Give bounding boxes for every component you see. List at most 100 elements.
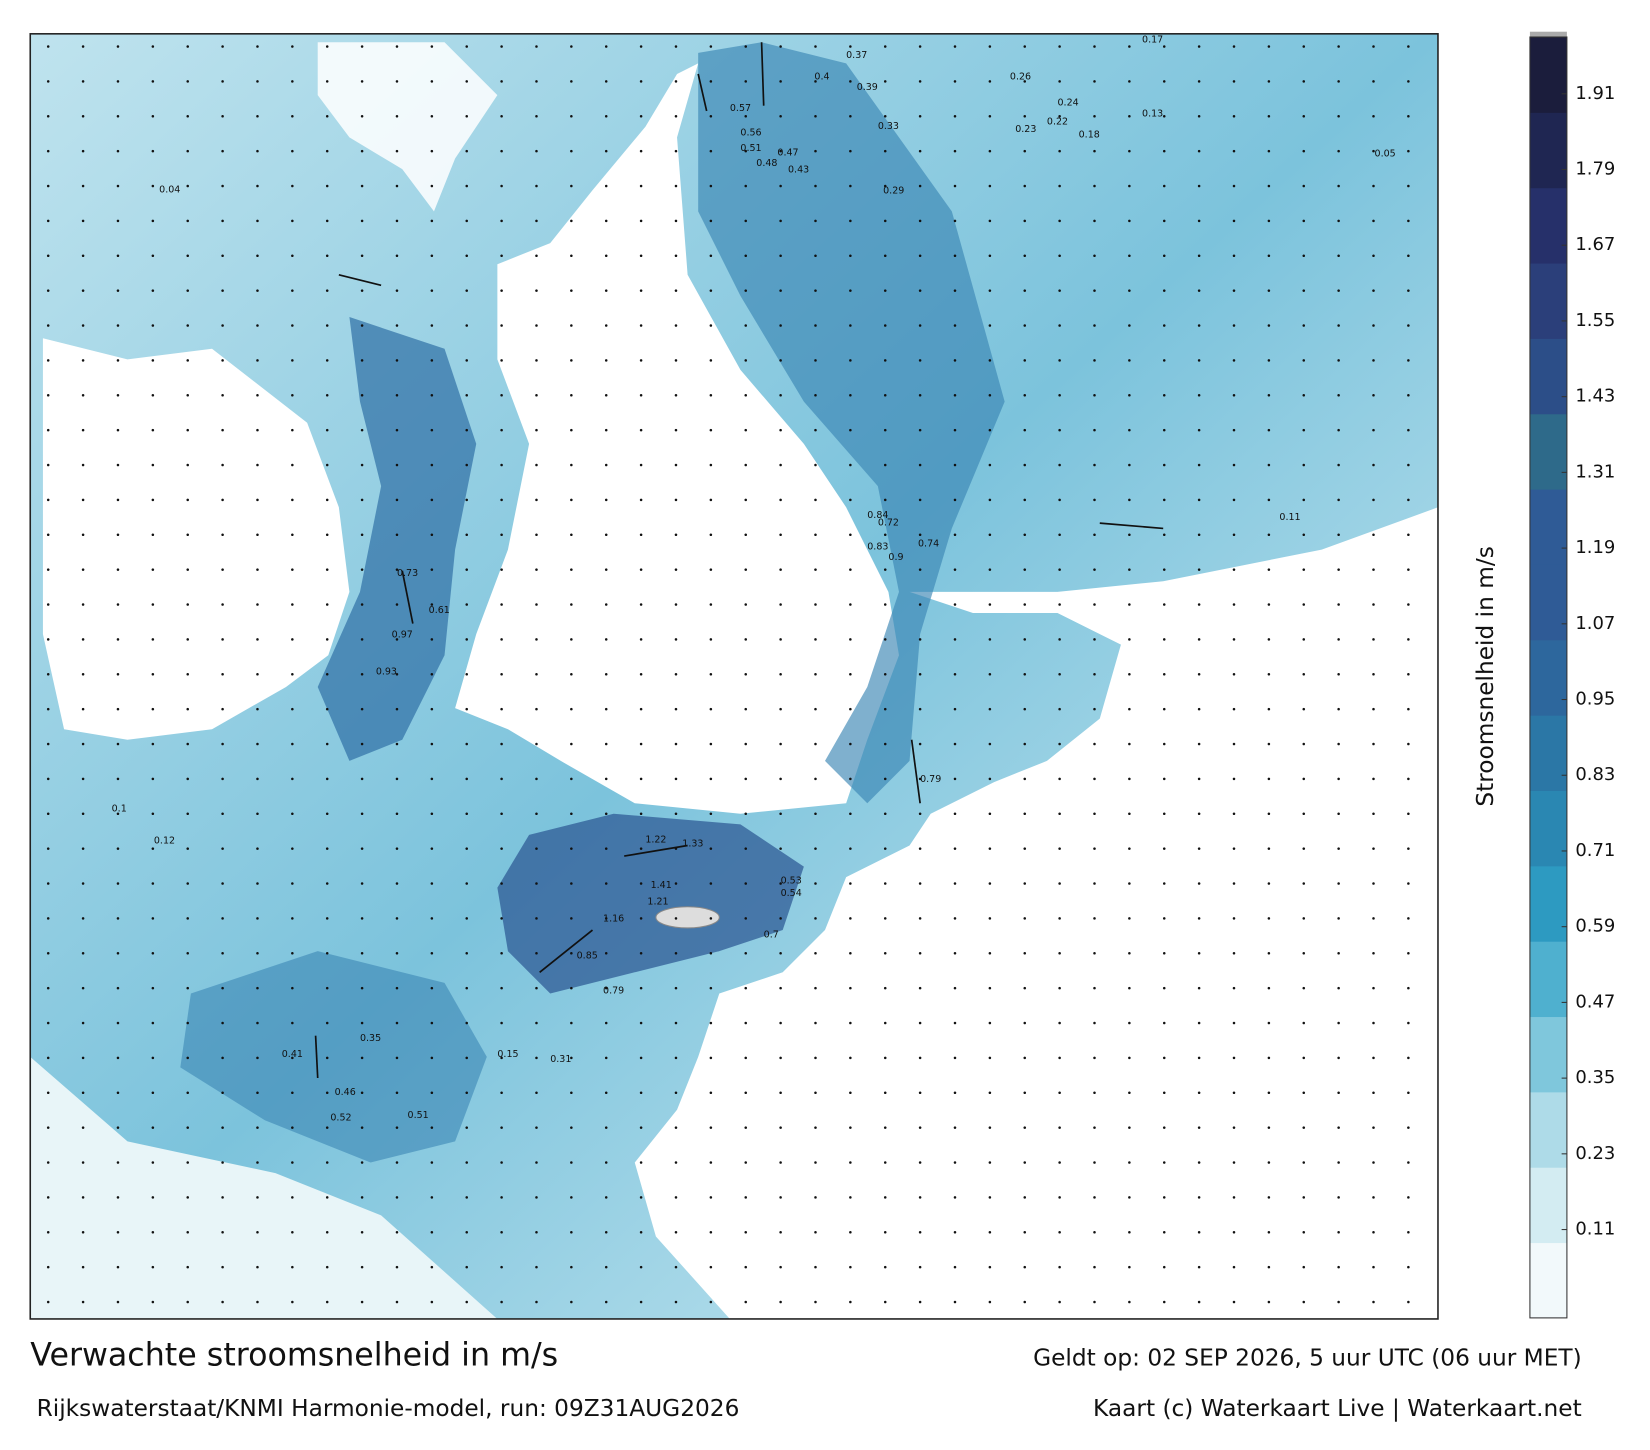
grid-dot <box>221 1126 224 1129</box>
credit: Kaart (c) Waterkaart Live | Waterkaart.n… <box>1093 1395 1582 1422</box>
grid-dot <box>221 498 224 502</box>
grid-dot <box>604 603 608 606</box>
grid-dot <box>81 1091 85 1095</box>
grid-dot <box>500 219 503 223</box>
grid-dot <box>1162 428 1166 432</box>
grid-dot <box>1302 289 1306 292</box>
grid-dot <box>291 742 294 746</box>
grid-dot <box>883 707 887 711</box>
grid-dot <box>1093 149 1096 153</box>
land <box>455 63 899 814</box>
grid-dot <box>744 986 748 990</box>
speed-label: 0.41 <box>282 1049 303 1060</box>
grid-dot <box>1128 219 1131 223</box>
grid-dot <box>1093 568 1096 571</box>
grid-dot <box>604 393 608 397</box>
arrow <box>697 73 708 112</box>
grid-dot <box>1302 45 1306 48</box>
grid-dot <box>1058 1091 1061 1095</box>
grid-dot <box>1407 1196 1410 1199</box>
grid-dot <box>988 917 992 920</box>
grid-dot <box>1232 917 1236 920</box>
grid-dot <box>395 393 399 397</box>
grid-dot <box>1372 254 1375 258</box>
grid-dot <box>1302 1300 1306 1304</box>
grid-dot <box>325 568 329 571</box>
grid-dot <box>953 882 957 885</box>
grid-dot <box>256 219 259 223</box>
grid-dot <box>709 80 713 83</box>
colorbar-tick-label: 1.07 <box>1575 613 1615 634</box>
grid-dot <box>465 742 468 746</box>
grid-dot <box>395 254 399 258</box>
grid-dot <box>988 219 992 223</box>
grid-dot <box>1302 1265 1306 1269</box>
grid-dot <box>1372 847 1375 850</box>
map: 0.570.560.510.480.470.430.40.370.390.330… <box>29 33 1439 1320</box>
grid-dot <box>1128 742 1131 746</box>
grid-dot <box>604 219 608 223</box>
grid-dot <box>1267 1231 1271 1234</box>
grid-dot <box>744 80 748 83</box>
grid-dot <box>360 1196 364 1199</box>
grid-dot <box>1162 114 1166 118</box>
grid-dot <box>430 359 434 362</box>
colorbar-band <box>1529 715 1567 791</box>
grid-dot <box>1023 533 1027 537</box>
grid-dot <box>46 184 50 188</box>
grid-dot <box>953 393 957 397</box>
grid-dot <box>465 114 468 118</box>
grid-dot <box>1267 219 1271 223</box>
speed-label: 0.4 <box>814 71 829 82</box>
grid-dot <box>151 1265 155 1269</box>
grid-dot <box>709 1196 713 1199</box>
grid-dot <box>151 114 155 118</box>
grid-dot <box>1197 184 1201 188</box>
grid-dot <box>570 533 573 537</box>
grid-dot <box>1267 289 1271 292</box>
grid-dot <box>709 1300 713 1304</box>
speed-label: 0.37 <box>846 50 867 61</box>
grid-dot <box>46 1161 50 1164</box>
grid-dot <box>1197 603 1201 606</box>
grid-dot <box>883 638 887 641</box>
grid-dot <box>570 114 573 118</box>
grid-dot <box>535 847 538 850</box>
grid-dot <box>918 777 922 781</box>
colorbar-tick-label: 1.55 <box>1575 310 1615 331</box>
grid-dot <box>674 428 678 432</box>
grid-dot <box>291 568 294 571</box>
grid-dot <box>500 498 503 502</box>
grid-dot <box>186 1091 189 1095</box>
grid-dot <box>1058 742 1061 746</box>
speed-label: 1.33 <box>682 839 703 850</box>
grid-dot <box>395 638 399 641</box>
grid-dot <box>430 917 434 920</box>
grid-dot <box>744 219 748 223</box>
grid-dot <box>81 219 85 223</box>
grid-dot <box>1407 498 1410 502</box>
grid-dot <box>639 707 643 711</box>
colorbar-tick-label: 0.11 <box>1575 1219 1615 1240</box>
grid-dot <box>814 638 817 641</box>
grid-dot <box>1093 917 1096 920</box>
grid-dot <box>151 882 155 885</box>
grid-dot <box>465 393 468 397</box>
grid-dot <box>325 114 329 118</box>
grid-dot <box>953 1300 957 1304</box>
grid-dot <box>883 847 887 850</box>
grid-dot <box>186 1056 189 1060</box>
grid-dot <box>1093 359 1096 362</box>
grid-dot <box>535 1196 538 1199</box>
grid-dot <box>674 673 678 676</box>
grid-dot <box>221 359 224 362</box>
grid-dot <box>674 1300 678 1304</box>
grid-dot <box>360 533 364 537</box>
grid-dot <box>1232 1126 1236 1129</box>
grid-dot <box>674 952 678 955</box>
grid-dot <box>1337 359 1340 362</box>
grid-dot <box>570 1161 573 1164</box>
colorbar-band <box>1529 564 1567 641</box>
grid-dot <box>256 393 259 397</box>
grid-dot <box>570 184 573 188</box>
